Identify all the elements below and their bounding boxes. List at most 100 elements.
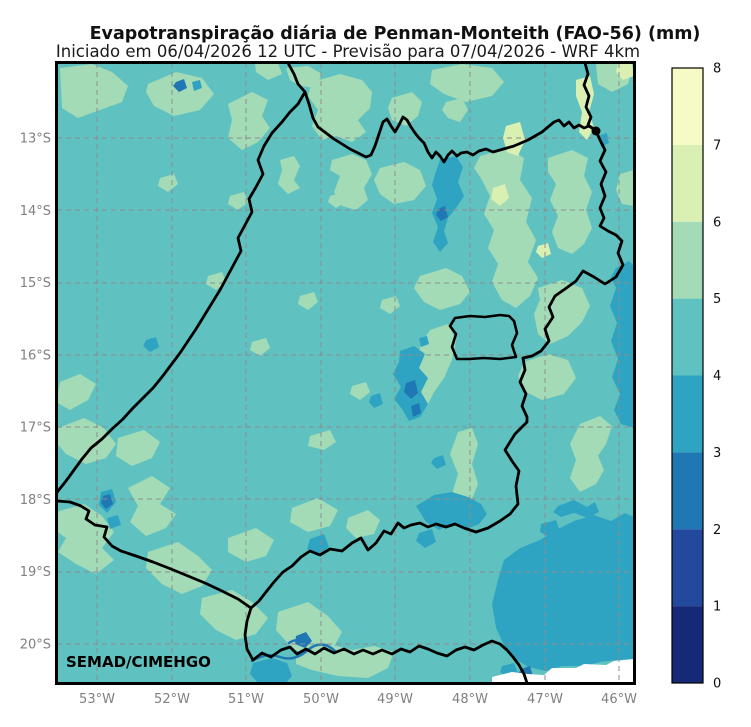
colorbar-tick: 2 (713, 523, 721, 538)
et-patch (173, 79, 187, 92)
et-patch (536, 243, 551, 258)
boundary-north (303, 90, 598, 164)
et-patch (295, 632, 312, 648)
et-patch (374, 162, 426, 204)
et-patch (616, 170, 634, 206)
lon-tick-label: 47°W (527, 692, 563, 707)
lat-tick-label: 17°S (20, 421, 51, 436)
boundary-south (251, 639, 529, 683)
credit-watermark: SEMAD/CIMEHGO (66, 653, 211, 671)
et-patch (432, 156, 464, 252)
boundary-northeast (582, 63, 598, 133)
et-patch (430, 64, 504, 102)
et-patch (388, 92, 422, 126)
lon-tick-label: 52°W (154, 692, 190, 707)
lat-tick-label: 18°S (20, 493, 51, 508)
et-patch (250, 338, 270, 356)
colorbar-tick: 4 (713, 369, 721, 384)
et-patch (570, 416, 612, 492)
et-patch (474, 148, 538, 308)
map-frame (55, 61, 636, 685)
et-patch (228, 192, 248, 210)
colorbar-tick: 6 (713, 215, 721, 230)
et-patch (290, 498, 338, 532)
colorbar-band-1-2 (672, 529, 703, 607)
colorbar-tick: 0 (713, 677, 721, 692)
et-patch (200, 590, 268, 640)
et-patch (60, 64, 128, 118)
et-patch (350, 382, 370, 400)
et-patch (158, 174, 178, 192)
figure-subtitle: Iniciado em 06/04/2026 12 UTC - Previsão… (56, 42, 640, 61)
lat-tick-label: 13°S (20, 132, 51, 147)
et-patch (548, 150, 592, 254)
map-area (57, 63, 634, 683)
boundary-junction-knot (591, 126, 601, 136)
lat-tick-label: 15°S (20, 276, 51, 291)
colorbar-band-4-5 (672, 298, 703, 376)
et-patch (116, 430, 160, 466)
et-patch (308, 430, 336, 450)
lon-tick-label: 46°W (601, 692, 637, 707)
et-patch (419, 336, 429, 347)
boundary-south-tail (243, 606, 255, 662)
et-patch (308, 74, 372, 142)
colorbar-band-7-8 (672, 68, 703, 145)
et-patch (492, 513, 634, 671)
et-patch (404, 380, 418, 399)
et-patch (57, 504, 114, 574)
et-patch (228, 92, 270, 150)
et-patch (57, 418, 116, 464)
colorbar-band-5-6 (672, 221, 703, 299)
et-patch (255, 63, 282, 80)
colorbar-tick: 5 (713, 292, 721, 307)
et-patch (328, 192, 346, 208)
colorbar-band-6-7 (672, 144, 703, 222)
lon-tick-label: 51°W (228, 692, 264, 707)
colorbar-tick: 1 (713, 600, 721, 615)
et-patch (250, 658, 292, 683)
boundary-east (521, 129, 625, 360)
lat-tick-label: 19°S (20, 565, 51, 580)
colorbar: 8 7 6 5 4 3 2 1 0 (671, 62, 721, 692)
lat-tick-label: 20°S (20, 637, 51, 652)
lat-tick-label: 16°S (20, 348, 51, 363)
colorbar-tick: 8 (713, 62, 721, 77)
lon-tick-label: 48°W (452, 692, 488, 707)
et-patch (57, 374, 96, 410)
et-patch (107, 515, 121, 529)
lon-axis-labels: 53°W 52°W 51°W 50°W 49°W 48°W 47°W 46°W (79, 692, 637, 707)
boundary-west (57, 90, 307, 496)
colorbar-band-3-4 (672, 375, 703, 453)
et-patch (414, 268, 470, 310)
lat-tick-label: 14°S (20, 204, 51, 219)
lon-tick-label: 49°W (377, 692, 413, 707)
et-patch (146, 542, 212, 594)
et-patch (442, 98, 468, 122)
et-patch (411, 403, 421, 417)
colorbar-tick: 3 (713, 446, 721, 461)
et-patch (518, 354, 576, 400)
boundary-araguaia-north (286, 63, 307, 94)
boundary-west-elbow (57, 499, 253, 610)
et-patch (431, 455, 446, 469)
et-patch (450, 428, 478, 512)
nodata-strip (492, 659, 634, 683)
et-patch (346, 510, 380, 538)
et-patch (610, 261, 634, 428)
et-patch (553, 500, 599, 518)
et-patch (228, 528, 274, 562)
colorbar-band-0-1 (672, 606, 703, 683)
figure-title: Evapotranspiração diária de Penman-Monte… (90, 24, 701, 44)
river-line (287, 639, 308, 646)
boundary-df-rectangle (448, 313, 519, 361)
boundary-southeast (249, 521, 478, 610)
lon-tick-label: 53°W (79, 692, 115, 707)
et-patch (416, 492, 487, 530)
et-patch (491, 184, 509, 206)
et-patch (143, 337, 159, 352)
colorbar-band-2-3 (672, 452, 703, 530)
et-patch (298, 292, 318, 310)
et-patch (101, 494, 113, 509)
